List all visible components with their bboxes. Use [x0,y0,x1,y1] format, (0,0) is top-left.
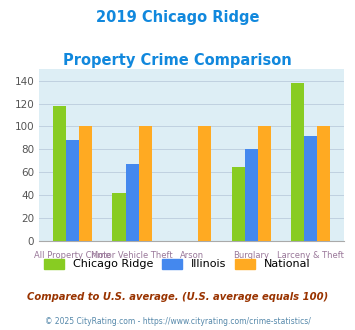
Bar [231,167,245,241]
Text: Arson: Arson [180,251,204,260]
Bar [317,126,331,241]
Bar [304,136,317,241]
Bar [139,126,152,241]
Text: Larceny & Theft: Larceny & Theft [277,251,344,260]
Bar [291,83,304,241]
Bar [53,106,66,241]
Bar [79,126,92,241]
Bar [126,164,139,241]
Bar [66,140,79,241]
Bar [198,126,211,241]
Legend: Chicago Ridge, Illinois, National: Chicago Ridge, Illinois, National [42,256,313,272]
Bar [113,193,126,241]
Text: Motor Vehicle Theft: Motor Vehicle Theft [91,251,173,260]
Text: Property Crime Comparison: Property Crime Comparison [63,53,292,68]
Text: 2019 Chicago Ridge: 2019 Chicago Ridge [96,10,259,25]
Text: © 2025 CityRating.com - https://www.cityrating.com/crime-statistics/: © 2025 CityRating.com - https://www.city… [45,317,310,326]
Text: Compared to U.S. average. (U.S. average equals 100): Compared to U.S. average. (U.S. average … [27,292,328,302]
Text: Burglary: Burglary [233,251,269,260]
Text: All Property Crime: All Property Crime [34,251,111,260]
Bar [245,149,258,241]
Bar [258,126,271,241]
